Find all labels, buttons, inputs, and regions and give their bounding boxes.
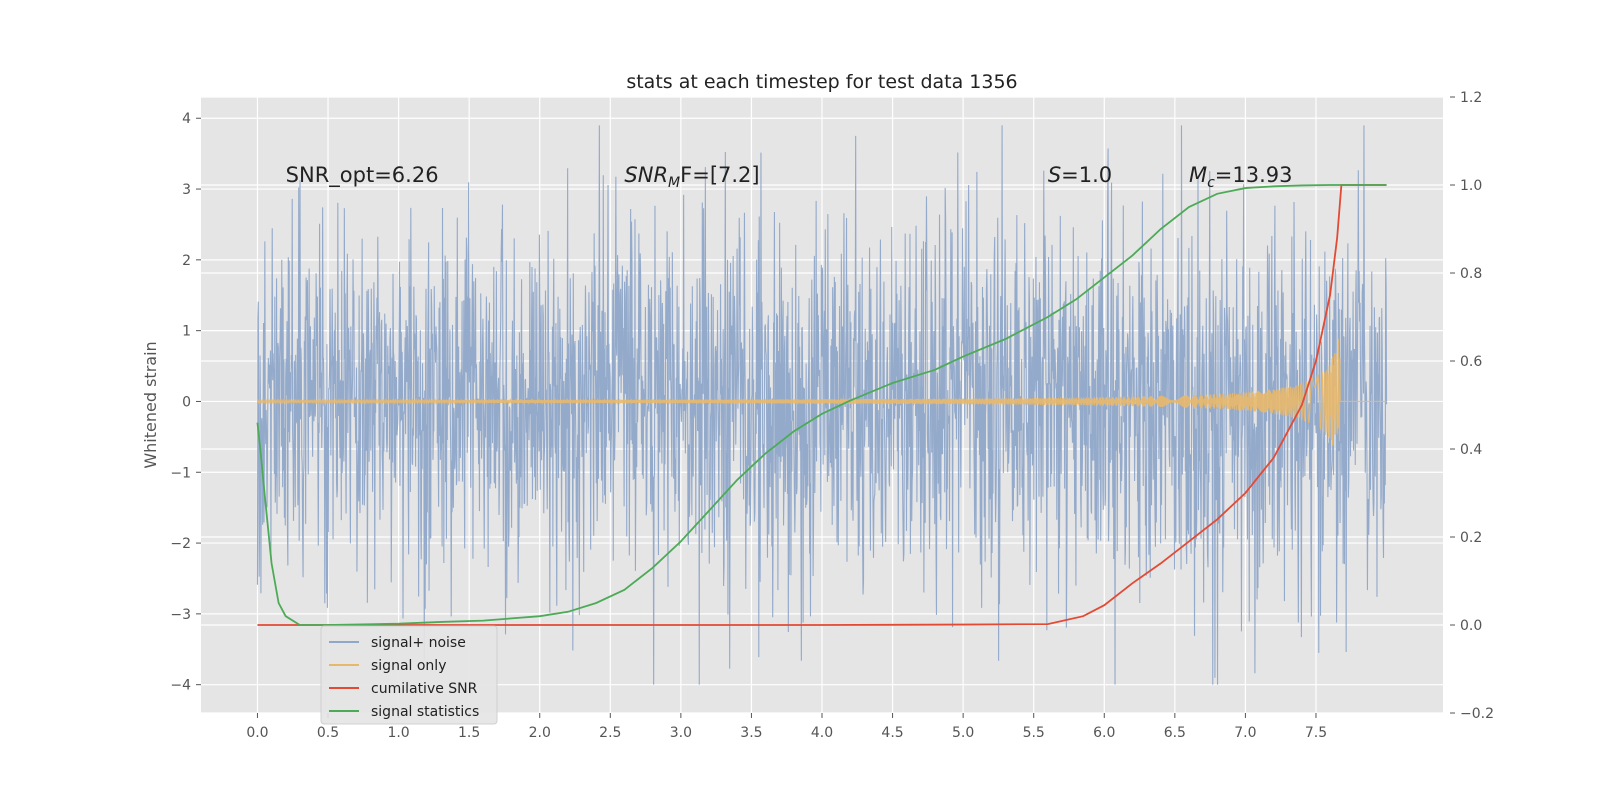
y-axis-title: Whitened strain [141, 341, 160, 468]
x-tick-label: 0.5 [317, 725, 339, 741]
y2-tick-label: 0.4 [1460, 442, 1482, 458]
x-tick-label: 1.0 [387, 725, 409, 741]
signal-statistics-line [256, 184, 1387, 626]
y2-tick-label: 0.2 [1460, 530, 1482, 546]
y-tick-label: 4 [182, 111, 191, 127]
ticks: 0.0 0.5 1.0 1.5 2.0 2.5 3.0 3.5 4.0 4.5 5.0 5.5 6.0 6… [170, 90, 1494, 741]
x-tick-label: 5.5 [1023, 725, 1045, 741]
legend-label: signal statistics [371, 704, 479, 720]
y-tick-label: −2 [170, 536, 191, 552]
x-tick-label: 2.0 [529, 725, 551, 741]
y2-tick-label: 1.2 [1460, 90, 1482, 106]
x-tick-label: 6.5 [1164, 725, 1186, 741]
annotation-1: SNR_opt=6.26 [286, 163, 439, 188]
y-tick-label: 1 [182, 324, 191, 340]
y2-tick-label: 0.0 [1460, 618, 1482, 634]
y2-tick-label: 0.6 [1460, 354, 1482, 370]
x-tick-label: 2.5 [599, 725, 621, 741]
x-tick-label: 7.5 [1305, 725, 1327, 741]
y-tick-label: 2 [182, 253, 191, 269]
signal-noise-line [256, 125, 1388, 685]
y2-tick-label: 1.0 [1460, 178, 1482, 194]
signal-only-line [256, 338, 1387, 446]
x-tick-label: 3.5 [740, 725, 762, 741]
legend-label: signal only [371, 658, 446, 674]
legend-label: signal+ noise [371, 635, 466, 651]
y-tick-label: 0 [182, 394, 191, 410]
y-tick-label: −3 [170, 607, 191, 623]
x-tick-label: 4.0 [811, 725, 833, 741]
cumulative-snr-line [257, 184, 1387, 626]
series-signal-noise [256, 125, 1388, 685]
legend-label: cumilative SNR [371, 681, 478, 697]
y2-tick-label: 0.8 [1460, 266, 1482, 282]
annotation-4: Mc=13.93 [1189, 163, 1293, 191]
x-tick-label: 4.5 [881, 725, 903, 741]
x-tick-label: 6.0 [1093, 725, 1115, 741]
annotation-3: S=1.0 [1048, 163, 1112, 187]
y2-tick-label: −0.2 [1460, 706, 1494, 722]
x-tick-label: 7.0 [1234, 725, 1256, 741]
x-tick-label: 0.0 [246, 725, 268, 741]
legend-box [320, 625, 498, 725]
y-tick-label: 3 [182, 182, 191, 198]
series-lines [256, 184, 1387, 626]
y-tick-label: −1 [170, 465, 191, 481]
chart-title: stats at each timestep for test data 135… [626, 71, 1017, 93]
x-tick-label: 1.5 [458, 725, 480, 741]
x-tick-label: 5.0 [952, 725, 974, 741]
y-tick-label: −4 [170, 678, 191, 694]
annotation-2: SNRMF=[7.2] [624, 163, 759, 191]
x-tick-label: 3.0 [670, 725, 692, 741]
series-signal-only [256, 338, 1387, 446]
legend: signal+ noise signal only cumilative SNR si… [320, 625, 498, 725]
annotations: SNR_opt=6.26 SNRMF=[7.2] S=1.0 Mc=13.93 [286, 163, 1293, 191]
